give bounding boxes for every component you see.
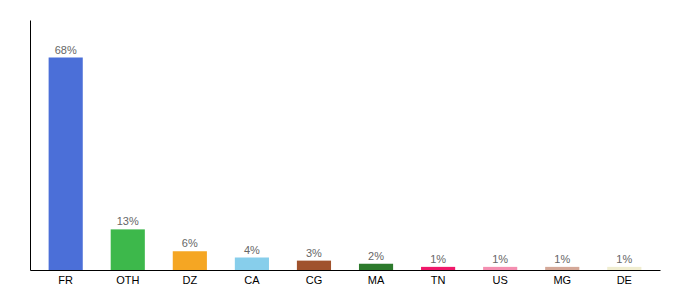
data-label: 1% bbox=[554, 253, 570, 265]
x-tick-label: US bbox=[493, 274, 508, 286]
data-label: 1% bbox=[616, 253, 632, 265]
data-label: 4% bbox=[244, 244, 260, 256]
data-labels: 68% 13% 6% 4% 3% 2% 1% 1% 1% 1% bbox=[55, 44, 633, 265]
bar bbox=[483, 267, 517, 270]
bar bbox=[421, 267, 455, 270]
x-tick: MA bbox=[368, 274, 385, 286]
x-tick: CG bbox=[306, 274, 323, 286]
data-label: 1% bbox=[430, 253, 446, 265]
x-tick-label: CA bbox=[244, 274, 260, 286]
x-tick-label: TN bbox=[431, 274, 446, 286]
x-tick: DE bbox=[617, 274, 632, 286]
data-label: 3% bbox=[306, 247, 322, 259]
data-label: 2% bbox=[368, 250, 384, 262]
data-label: 1% bbox=[492, 253, 508, 265]
bar bbox=[49, 58, 83, 271]
x-tick-label: MA bbox=[368, 274, 385, 286]
bar bbox=[111, 229, 145, 270]
bar bbox=[173, 251, 207, 270]
x-tick: MG bbox=[553, 274, 571, 286]
chart: 68% 13% 6% 4% 3% 2% 1% 1% 1% 1% FR OTH DZ CA CG MA TN US M… bbox=[0, 0, 680, 300]
y-axis bbox=[30, 21, 31, 271]
plot: 68% 13% 6% 4% 3% 2% 1% 1% 1% 1% FR OTH DZ CA CG MA TN US M… bbox=[31, 21, 661, 286]
x-tick: OTH bbox=[116, 274, 139, 286]
x-tick: FR bbox=[58, 274, 73, 286]
x-tick: CA bbox=[244, 274, 260, 286]
bars bbox=[49, 58, 642, 271]
bar bbox=[359, 264, 393, 270]
bar bbox=[235, 258, 269, 271]
x-tick-label: CG bbox=[306, 274, 323, 286]
x-tick: TN bbox=[431, 274, 446, 286]
bar bbox=[607, 267, 641, 270]
x-tick-label: OTH bbox=[116, 274, 139, 286]
data-label: 13% bbox=[117, 215, 139, 227]
x-tick-label: DZ bbox=[182, 274, 197, 286]
x-tick-label: MG bbox=[553, 274, 571, 286]
bar bbox=[297, 261, 331, 270]
x-tick: US bbox=[493, 274, 508, 286]
bar bbox=[545, 267, 579, 270]
data-label: 6% bbox=[182, 237, 198, 249]
x-axis-line bbox=[31, 270, 661, 271]
x-tick-label: DE bbox=[617, 274, 632, 286]
x-tick-label: FR bbox=[58, 274, 73, 286]
y-axis-line bbox=[30, 21, 31, 271]
data-label: 68% bbox=[55, 44, 77, 56]
x-axis: FR OTH DZ CA CG MA TN US MG DE bbox=[31, 271, 661, 286]
x-tick: DZ bbox=[182, 274, 197, 286]
